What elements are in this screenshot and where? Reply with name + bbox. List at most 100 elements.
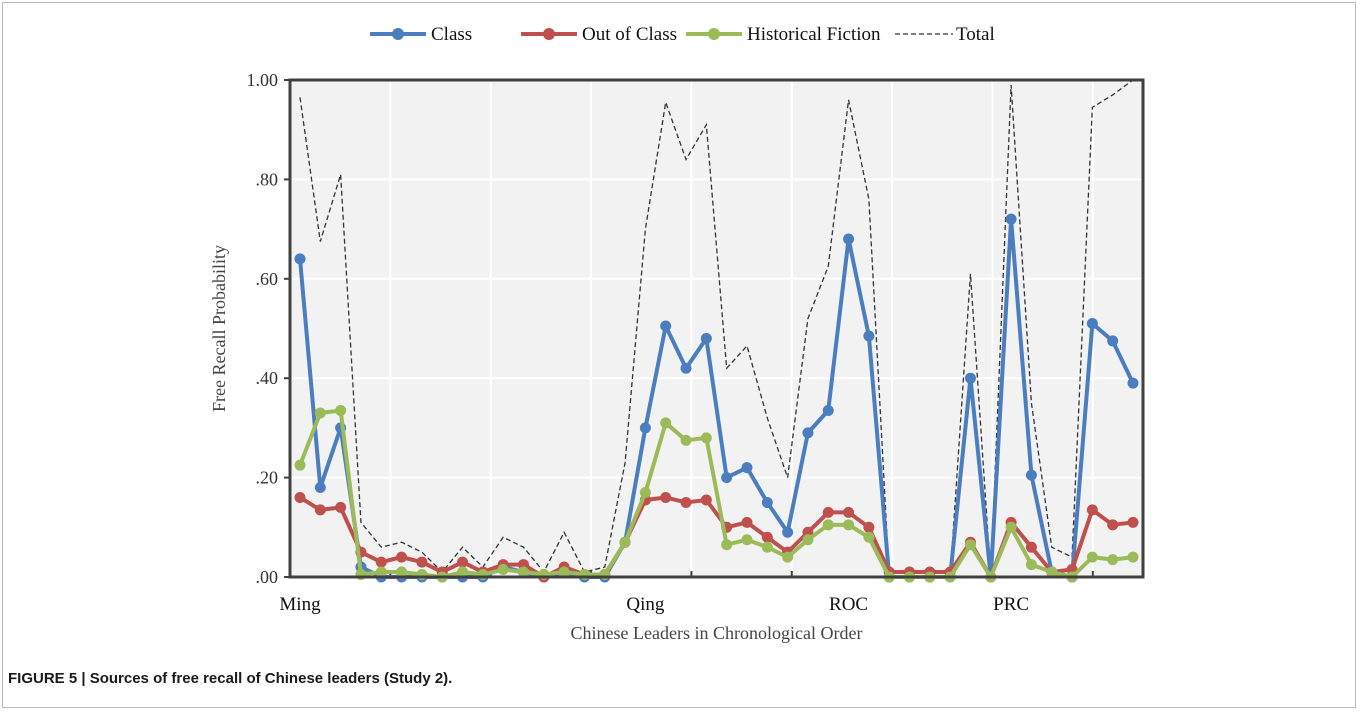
data-point — [680, 496, 692, 508]
legend-item-historical-fiction: Historical Fiction — [686, 24, 881, 45]
legend-label: Historical Fiction — [747, 24, 881, 45]
data-point — [396, 566, 408, 578]
data-point — [660, 320, 672, 332]
data-point — [660, 491, 672, 503]
y-tick-label: .60 — [256, 269, 279, 289]
data-point — [822, 519, 834, 531]
data-point — [680, 434, 692, 446]
data-point — [700, 332, 712, 344]
legend-marker — [543, 28, 555, 40]
data-point — [1086, 551, 1098, 563]
data-point — [843, 233, 855, 245]
data-point — [761, 496, 773, 508]
data-point — [843, 519, 855, 531]
data-point — [761, 531, 773, 543]
data-point — [741, 516, 753, 528]
data-point — [639, 422, 651, 434]
data-point — [294, 491, 306, 503]
data-point — [335, 405, 347, 417]
data-point — [802, 427, 814, 439]
data-point — [1005, 213, 1017, 225]
data-point — [375, 566, 387, 578]
data-point — [863, 521, 875, 533]
data-point — [863, 531, 875, 543]
x-group-labels: Ming Qing ROC PRC — [279, 594, 1029, 615]
plot-area — [290, 80, 1143, 577]
data-point — [416, 556, 428, 568]
data-point — [1127, 551, 1139, 563]
legend-marker — [392, 28, 404, 40]
data-point — [700, 494, 712, 506]
data-point — [822, 506, 834, 518]
x-group-label: PRC — [993, 594, 1029, 615]
data-point — [1107, 335, 1119, 347]
data-point — [1107, 554, 1119, 566]
series-group — [294, 79, 1139, 583]
data-point — [335, 501, 347, 513]
x-group-label: Qing — [626, 594, 665, 615]
data-point — [1005, 521, 1017, 533]
data-point — [314, 407, 326, 419]
x-group-label: Ming — [279, 594, 321, 615]
data-point — [558, 566, 570, 578]
y-tick-label: .00 — [256, 567, 279, 587]
data-point — [1127, 377, 1139, 389]
data-point — [964, 539, 976, 551]
data-point — [294, 253, 306, 265]
x-group-label: ROC — [829, 594, 868, 615]
legend: Class Out of Class Historical Fiction Total — [370, 24, 995, 45]
data-point — [721, 539, 733, 551]
data-point — [741, 462, 753, 474]
x-axis-label: Chinese Leaders in Chronological Order — [571, 623, 863, 643]
legend-label: Out of Class — [582, 24, 677, 45]
legend-label: Total — [956, 24, 995, 45]
data-point — [639, 487, 651, 499]
data-point — [802, 534, 814, 546]
y-axis-ticks: .00 .20 .40 .60 .80 1.00 — [247, 70, 290, 587]
data-point — [680, 362, 692, 374]
data-point — [964, 372, 976, 384]
data-point — [863, 330, 875, 342]
legend-item-total: Total — [895, 24, 995, 45]
data-point — [457, 556, 469, 568]
data-point — [517, 566, 529, 578]
data-point — [396, 551, 408, 563]
gridlines — [290, 80, 1143, 577]
data-point — [1025, 541, 1037, 553]
y-tick-label: .20 — [256, 468, 279, 488]
data-point — [741, 534, 753, 546]
data-point — [1086, 318, 1098, 330]
data-point — [375, 556, 387, 568]
data-point — [314, 482, 326, 494]
data-point — [1025, 559, 1037, 571]
data-point — [619, 536, 631, 548]
data-point — [660, 417, 672, 429]
data-point — [761, 541, 773, 553]
data-point — [721, 472, 733, 484]
data-point — [822, 405, 834, 417]
legend-item-class: Class — [370, 24, 472, 45]
plot-border — [288, 78, 1145, 579]
data-point — [782, 551, 794, 563]
legend-label: Class — [431, 24, 472, 45]
data-point — [1107, 519, 1119, 531]
data-point — [1046, 566, 1058, 578]
y-tick-label: 1.00 — [247, 70, 279, 90]
legend-marker — [708, 28, 720, 40]
data-point — [457, 566, 469, 578]
data-point — [1025, 469, 1037, 481]
data-point — [843, 506, 855, 518]
data-point — [700, 432, 712, 444]
y-tick-label: .40 — [256, 368, 279, 388]
y-axis-label: Free Recall Probability — [209, 245, 229, 412]
data-point — [294, 459, 306, 471]
data-point — [1127, 516, 1139, 528]
data-point — [497, 564, 509, 576]
data-point — [314, 504, 326, 516]
figure-caption: FIGURE 5 | Sources of free recall of Chi… — [8, 670, 453, 687]
data-point — [782, 526, 794, 538]
data-point — [1086, 504, 1098, 516]
y-tick-label: .80 — [256, 169, 279, 189]
